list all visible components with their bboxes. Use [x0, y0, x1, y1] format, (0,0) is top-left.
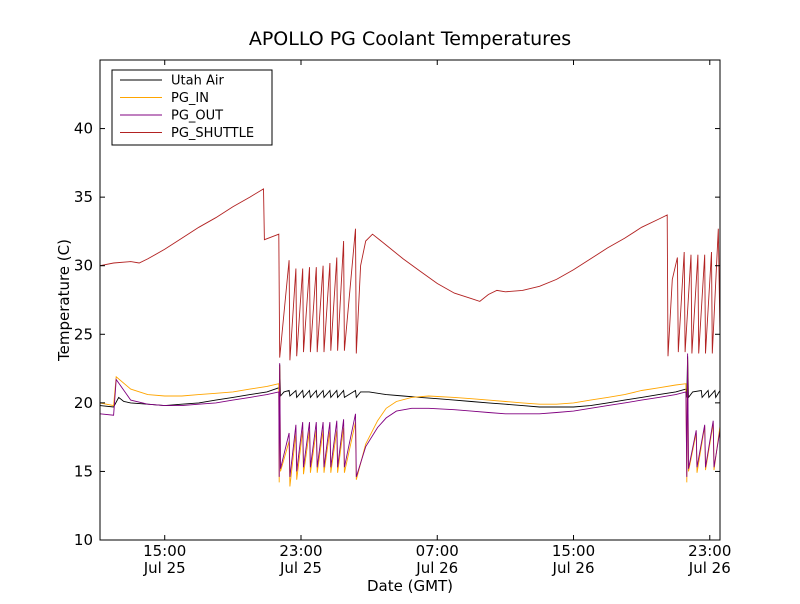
y-tick-label: 25 — [74, 325, 93, 343]
series-line-pg-shuttle — [99, 188, 721, 361]
x-tick-label-time: 07:00 — [416, 542, 459, 560]
legend-label: PG_OUT — [171, 109, 223, 124]
series-line-pg-out — [99, 353, 721, 478]
legend-label: PG_IN — [171, 91, 209, 106]
x-tick-label-time: 23:00 — [688, 542, 731, 560]
plot-frame — [99, 59, 721, 541]
legend: Utah Air PG_IN PG_OUT PG_SHUTTLE — [111, 69, 273, 146]
x-axis-label: Date (GMT) — [367, 577, 453, 595]
x-tick-label-time: 23:00 — [279, 542, 322, 560]
legend-label: Utah Air — [171, 74, 224, 89]
x-tick-label-time: 15:00 — [552, 542, 595, 560]
y-tick-label: 10 — [74, 531, 93, 549]
x-tick-label-date: Jul 26 — [415, 559, 458, 577]
y-tick-label: 35 — [74, 188, 93, 206]
y-tick-label: 30 — [74, 257, 93, 275]
y-tick-label: 40 — [74, 120, 93, 138]
series-layer — [99, 188, 721, 487]
y-axis-label: Temperature (C) — [55, 239, 73, 362]
series-line-utah-air — [99, 356, 721, 408]
series-line-pg-in — [99, 358, 721, 487]
legend-label: PG_SHUTTLE — [171, 126, 254, 141]
x-tick-label-date: Jul 26 — [552, 559, 595, 577]
y-axis: 10 15 20 25 30 35 40 — [74, 120, 720, 549]
x-tick-label-date: Jul 25 — [143, 559, 186, 577]
x-tick-label-time: 15:00 — [143, 542, 186, 560]
x-tick-label-date: Jul 26 — [688, 559, 731, 577]
chart-title: APOLLO PG Coolant Temperatures — [249, 28, 571, 50]
x-tick-label-date: Jul 25 — [279, 559, 322, 577]
y-tick-label: 15 — [74, 462, 93, 480]
y-tick-label: 20 — [74, 394, 93, 412]
